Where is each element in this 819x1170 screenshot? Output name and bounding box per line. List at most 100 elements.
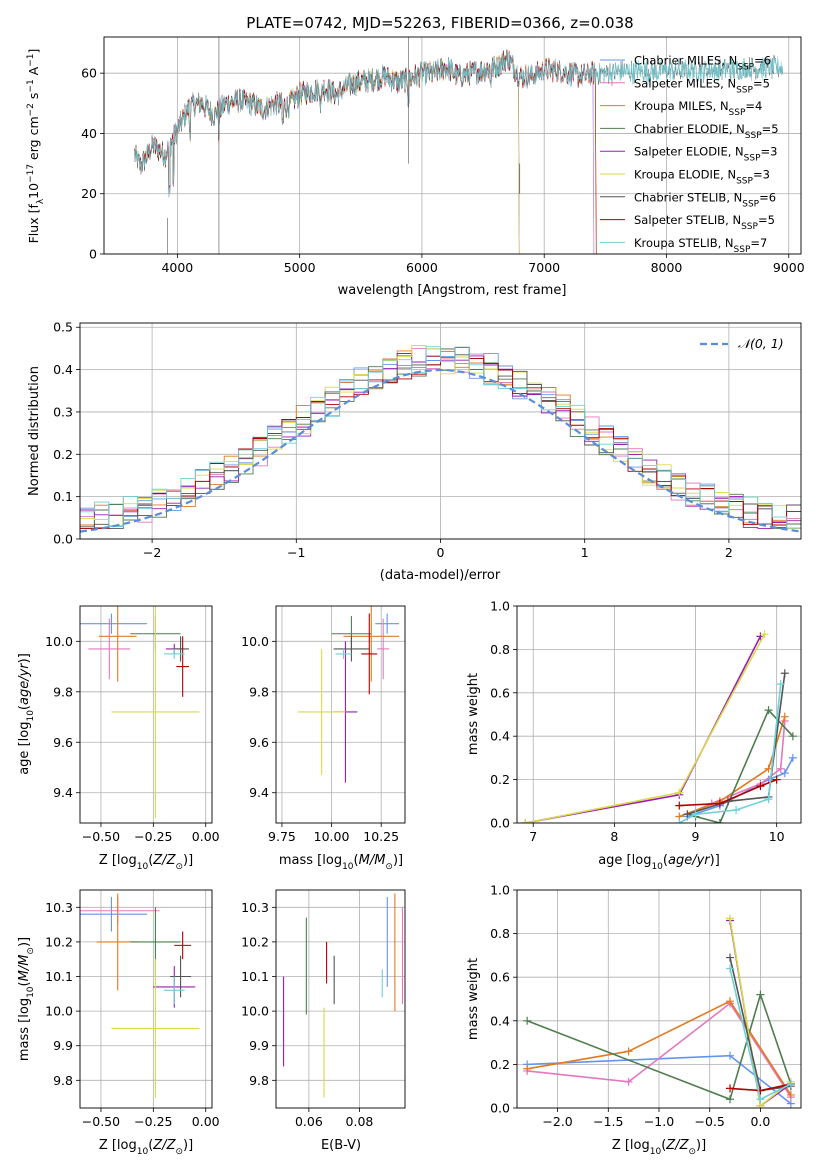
weight-line	[526, 991, 792, 1101]
y-tick-label: 10.1	[45, 969, 73, 984]
y-tick-label: 0.2	[490, 1057, 510, 1072]
weight-marker	[764, 795, 773, 804]
errorbar-point	[335, 648, 352, 659]
weight-series	[675, 680, 785, 823]
axes-frame	[79, 322, 802, 540]
weight-marker	[786, 1080, 795, 1089]
weight-marker	[756, 1095, 765, 1104]
x-tick-label: 5000	[284, 260, 316, 275]
weight-series	[523, 997, 795, 1099]
plot-area-mass_vs_EBV	[283, 893, 404, 1098]
axes-frame	[79, 605, 213, 824]
x-axis-label: age [log10(age/yr)]	[598, 853, 720, 872]
axes-frame	[516, 889, 802, 1109]
x-tick-label: 0.00	[192, 829, 220, 844]
weight-series	[521, 630, 769, 823]
errorbar-point	[172, 636, 189, 662]
x-tick-label: 10.00	[314, 829, 350, 844]
plot-area-mass_vs_Z	[80, 893, 200, 1098]
x-tick-label: 0	[437, 545, 445, 560]
errorbar-point	[98, 606, 137, 682]
x-axis-label: E(B-V)	[321, 1138, 361, 1153]
weight-line	[527, 1002, 792, 1098]
y-tick-label: 20	[81, 186, 97, 201]
weight-marker	[780, 669, 789, 678]
y-tick-label: 60	[81, 66, 97, 81]
errorbar-point	[80, 613, 148, 634]
y-tick-label: 0.8	[490, 642, 510, 657]
weight-marker	[780, 769, 789, 778]
weight-marker	[675, 788, 684, 797]
errorbar-point	[176, 636, 189, 697]
weight-marker	[764, 706, 773, 715]
y-tick-label: 0.2	[53, 447, 73, 462]
y-tick-label: 9.8	[249, 1073, 269, 1088]
y-tick-label: 10.0	[45, 1004, 73, 1019]
weight-marker	[683, 810, 692, 819]
errorbar-point	[377, 618, 390, 680]
y-tick-label: 0.2	[490, 772, 510, 787]
errorbar-point	[297, 648, 346, 776]
y-tick-label: 9.6	[53, 735, 73, 750]
x-tick-label: 0.06	[295, 1114, 323, 1129]
weight-marker	[726, 997, 734, 1006]
normal-curve	[80, 368, 801, 533]
axes-frame	[275, 889, 406, 1109]
errorbar-point	[170, 955, 192, 998]
x-tick-label: −1.5	[593, 1114, 623, 1129]
x-tick-label: 9000	[773, 260, 805, 275]
legend-label: Kroupa STELIB, NSSP=7	[634, 236, 767, 255]
weight-marker	[786, 1090, 795, 1099]
axes-age_vs_Z: −0.50 −0.25 0.00 9.4 9.6 9.8 10.0 age [log10(ag…	[17, 605, 220, 872]
weight-marker	[756, 990, 765, 999]
axes-residuals: −2 −1 0 1 2 0.0 0.1 0.2 0.3 0.4 0.5 𝒩(0, 1) Normed d…	[27, 320, 802, 583]
x-tick-label: 10	[769, 829, 785, 844]
errorbar-point	[88, 618, 131, 680]
x-tick-label: −1.0	[644, 1114, 674, 1129]
weight-series	[675, 775, 781, 810]
errorbar-point	[333, 636, 370, 662]
weight-marker	[776, 680, 785, 689]
x-tick-label: 8	[610, 829, 618, 844]
y-tick-label: 9.9	[53, 1038, 73, 1053]
x-tick-label: −0.5	[695, 1114, 725, 1129]
y-axis-label: age [log10(age/yr)]	[17, 653, 36, 775]
weight-series	[726, 964, 795, 1104]
y-tick-label: 1.0	[490, 883, 510, 898]
weight-line	[695, 708, 794, 823]
y-tick-label: 0.6	[490, 685, 510, 700]
weight-line	[524, 636, 762, 823]
weight-marker	[726, 1095, 734, 1104]
x-axis-label: Z [log10(Z/Z⊙)]	[612, 1138, 706, 1157]
errorbar-point	[80, 896, 148, 932]
x-axis-label: Z [log10(Z/Z⊙)]	[99, 1138, 193, 1157]
y-axis-label: Flux [fλ10−17 erg cm−2 s−1 A−1]	[26, 49, 46, 244]
x-axis-label: mass [log10(M/M⊙)]	[279, 853, 403, 872]
y-tick-label: 1.0	[490, 599, 510, 614]
errorbar-point	[111, 606, 200, 818]
legend: Chabrier MILES, NSSP=6 Salpeter MILES, NS…	[600, 54, 779, 255]
weight-marker	[624, 1047, 633, 1056]
legend-label: Chabrier ELODIE, NSSP=5	[634, 122, 779, 141]
legend-label: Salpeter ELODIE, NSSP=3	[634, 145, 777, 164]
y-axis-label: mass weight	[466, 673, 481, 755]
y-tick-label: 0.6	[490, 970, 510, 985]
y-tick-label: 10.1	[241, 969, 269, 984]
x-tick-label: −0.50	[82, 829, 120, 844]
errorbar-point	[111, 959, 200, 1098]
axes-mass_vs_EBV: 0.06 0.08 9.8 9.9 10.0 10.1 10.2 10.3 E(B-V)	[241, 889, 406, 1153]
y-tick-label: 0.8	[490, 926, 510, 941]
y-tick-label: 40	[81, 126, 97, 141]
y-axis-label: mass [log10(M/M⊙)]	[17, 937, 36, 1061]
x-tick-label: −0.50	[82, 1114, 120, 1129]
y-axis-label: Normed distribution	[27, 366, 42, 496]
weight-line	[687, 673, 786, 816]
weight-marker	[732, 805, 741, 814]
y-tick-label: 0.1	[53, 489, 73, 504]
weight-marker	[624, 1077, 633, 1086]
y-tick-label: 10.3	[45, 900, 73, 915]
spectrum-line	[134, 52, 783, 197]
weight-marker	[726, 1051, 734, 1060]
axes-frame	[79, 889, 213, 1109]
weight-marker	[726, 953, 734, 962]
